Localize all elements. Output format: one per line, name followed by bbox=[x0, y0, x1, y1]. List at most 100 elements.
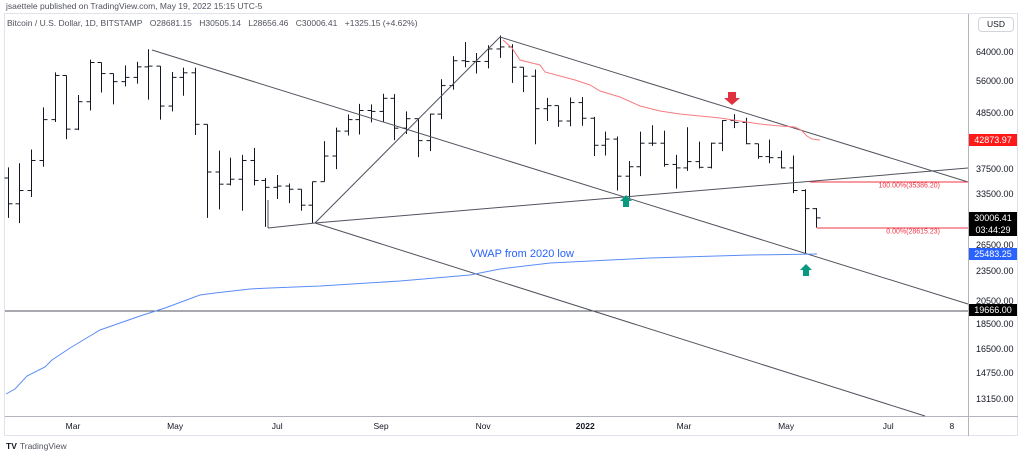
ohlc-bar bbox=[636, 131, 645, 177]
ohlc-bar bbox=[590, 116, 599, 157]
price-badge: 19666.00 bbox=[969, 304, 1017, 317]
trendline-up-diagonal[interactable] bbox=[314, 36, 501, 224]
price-tick-label: 16500.00 bbox=[976, 343, 1014, 354]
price-badge-value: 42873.97 bbox=[974, 134, 1012, 145]
moving-average-line bbox=[502, 39, 821, 141]
price-badge-value: 19666.00 bbox=[974, 305, 1012, 316]
trendline-lower-channel[interactable] bbox=[314, 222, 926, 417]
price-badge: 30006.41 03:44:29 bbox=[969, 211, 1017, 236]
ohlc-bar bbox=[203, 123, 212, 218]
bar-countdown: 03:44:29 bbox=[975, 224, 1011, 235]
ohlc-bar bbox=[730, 114, 739, 129]
ohlc-bars bbox=[4, 35, 821, 255]
ohlc-bar bbox=[226, 157, 235, 186]
ohlc-bar bbox=[27, 149, 36, 198]
ohlc-bar bbox=[332, 127, 341, 170]
open-value: O28681.15 bbox=[149, 18, 192, 28]
ohlc-bar bbox=[215, 150, 224, 210]
ohlc-bar bbox=[625, 161, 634, 198]
ohlc-bar bbox=[191, 67, 200, 136]
ohlc-bar bbox=[273, 174, 282, 200]
time-tick-label: Jul bbox=[882, 421, 894, 431]
ohlc-bar bbox=[777, 150, 786, 169]
arrow-down-icon bbox=[724, 92, 740, 105]
ohlc-bar bbox=[390, 94, 399, 141]
price-badge: 42873.97 bbox=[969, 133, 1017, 146]
ohlc-bar bbox=[308, 181, 317, 224]
price-badge: 25483.25 bbox=[969, 247, 1017, 260]
chart-frame bbox=[4, 13, 1018, 436]
ohlc-bar bbox=[566, 97, 575, 127]
ohlc-bar bbox=[531, 69, 540, 145]
time-tick-label: 8 bbox=[949, 421, 955, 431]
price-tick-label: 20500.00 bbox=[976, 296, 1014, 307]
fib-100-label: 100.00%(35386.20) bbox=[878, 182, 941, 190]
ohlc-bar bbox=[613, 136, 622, 191]
ohlc-bar bbox=[97, 62, 106, 93]
ohlc-bar bbox=[461, 41, 470, 68]
ohlc-bar bbox=[426, 113, 435, 152]
ohlc-bar bbox=[789, 155, 798, 194]
ohlc-bar bbox=[754, 143, 763, 159]
price-tick-label: 13150.00 bbox=[976, 393, 1014, 404]
time-tick-label: May bbox=[167, 421, 184, 431]
tradingview-logo: TV TradingView bbox=[6, 441, 67, 451]
price-tick-label: 37500.00 bbox=[976, 164, 1014, 175]
time-tick-label: 2022 bbox=[575, 421, 595, 431]
ohlc-bar bbox=[648, 125, 657, 146]
price-badge-value: 30006.41 bbox=[974, 212, 1012, 223]
ohlc-bar bbox=[695, 141, 704, 169]
vwap-line bbox=[5, 253, 818, 395]
price-tick-label: 56000.00 bbox=[976, 76, 1014, 87]
ohlc-bar bbox=[801, 189, 810, 255]
price-tick-label: 14750.00 bbox=[976, 368, 1014, 379]
arrow-up-icon bbox=[800, 264, 812, 276]
ohlc-bar bbox=[15, 163, 24, 224]
ohlc-bar bbox=[543, 97, 552, 122]
ohlc-bar bbox=[250, 147, 259, 186]
ohlc-bar bbox=[449, 56, 458, 90]
ohlc-bar bbox=[156, 65, 165, 120]
ohlc-bar bbox=[601, 131, 610, 156]
fib-0-label: 0.00%(28615.23) bbox=[886, 228, 940, 236]
price-tick-label: 48500.00 bbox=[976, 107, 1014, 118]
time-tick-label: Mar bbox=[65, 421, 81, 431]
vwap-label: VWAP from 2020 low bbox=[470, 248, 574, 260]
ohlc-bar bbox=[285, 183, 294, 204]
publisher-line: jsaettele published on TradingView.com, … bbox=[6, 1, 263, 11]
symbol-name[interactable]: Bitcoin / U.S. Dollar, 1D, BITSTAMP bbox=[7, 18, 143, 28]
price-tick-label: 18500.00 bbox=[976, 318, 1014, 329]
ohlc-bar bbox=[707, 142, 716, 169]
ohlc-bar bbox=[355, 103, 364, 135]
ohlc-bar bbox=[683, 127, 692, 171]
high-value: H30505.14 bbox=[199, 18, 241, 28]
arrow-up-icon bbox=[620, 195, 632, 207]
ohlc-bar bbox=[379, 93, 388, 122]
symbol-legend: Bitcoin / U.S. Dollar, 1D, BITSTAMP O286… bbox=[7, 18, 423, 28]
ohlc-bar bbox=[121, 65, 130, 87]
ohlc-bar bbox=[765, 139, 774, 164]
ohlc-bar bbox=[672, 154, 681, 189]
ohlc-bar bbox=[437, 79, 446, 120]
ohlc-bar bbox=[344, 114, 353, 136]
ohlc-bar bbox=[238, 154, 247, 211]
time-tick-label: May bbox=[778, 421, 795, 431]
ohlc-bar bbox=[718, 120, 727, 152]
ohlc-bar bbox=[39, 107, 48, 167]
time-tick-label: Jul bbox=[271, 421, 283, 431]
ohlc-bar bbox=[4, 167, 13, 218]
ohlc-bar bbox=[660, 130, 669, 167]
price-tick-label: 64000.00 bbox=[976, 47, 1014, 57]
ohlc-bar bbox=[179, 67, 188, 96]
ohlc-bar bbox=[519, 66, 528, 93]
trendlines[interactable] bbox=[5, 36, 969, 417]
trendline-upper-right[interactable] bbox=[499, 36, 969, 183]
price-tick-label: 33500.00 bbox=[976, 188, 1014, 199]
low-value: L28656.46 bbox=[248, 18, 289, 28]
trendline-upper-left-channel[interactable] bbox=[151, 49, 969, 305]
ohlc-bar bbox=[109, 73, 118, 105]
currency-button[interactable]: USD bbox=[978, 17, 1014, 32]
ohlc-bar bbox=[86, 59, 95, 111]
price-tick-label: 23500.00 bbox=[976, 266, 1014, 277]
